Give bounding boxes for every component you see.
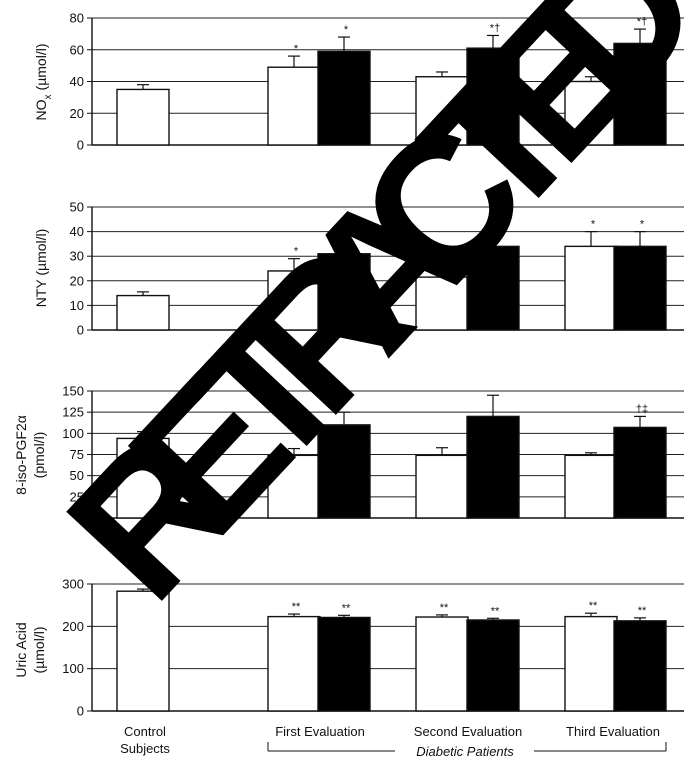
significance-mark: ** xyxy=(589,600,598,612)
diabetic-patients-label: Diabetic Patients xyxy=(416,744,514,759)
bar-black xyxy=(466,619,520,712)
y-tick-label: 100 xyxy=(62,661,84,676)
significance-mark: ** xyxy=(292,601,301,613)
y-tick-label: 20 xyxy=(70,106,84,121)
significance-mark: ** xyxy=(638,605,647,617)
bar-white xyxy=(116,88,170,146)
significance-mark: * xyxy=(344,24,349,36)
control-label-line1: Control xyxy=(124,724,166,739)
bar-black xyxy=(317,253,371,331)
nox-ylabel-sub: x xyxy=(43,94,54,99)
third-evaluation-label: Third Evaluation xyxy=(566,724,660,739)
bar-black xyxy=(317,616,371,712)
bar-black xyxy=(613,426,667,519)
bar-black xyxy=(317,50,371,146)
bar-white xyxy=(267,66,321,146)
y-tick-label: 125 xyxy=(62,405,84,420)
significance-mark: * xyxy=(294,43,299,55)
significance-mark: ** xyxy=(342,602,351,614)
bar-white xyxy=(267,615,321,712)
bar-white xyxy=(564,454,618,519)
y-tick-label: 80 xyxy=(70,11,84,26)
y-tick-label: 50 xyxy=(70,468,84,483)
bar-white xyxy=(564,245,618,331)
significance-mark: * xyxy=(344,224,349,236)
y-tick-label: 60 xyxy=(70,42,84,57)
bar-white xyxy=(116,437,170,519)
nox-ylabel: NOx (µmol/l) xyxy=(33,44,54,121)
control-label-line2: Subjects xyxy=(120,741,170,756)
panel-nty: NTY (µmol/l) 0 10 20 30 40 50 * * * * * * xyxy=(33,200,684,338)
bar-white xyxy=(116,294,170,331)
significance-mark: *† xyxy=(637,16,647,28)
y-tick-label: 300 xyxy=(62,577,84,592)
significance-mark: ** xyxy=(491,605,500,617)
y-tick-label: 200 xyxy=(62,619,84,634)
y-tick-label: 40 xyxy=(70,224,84,239)
bar-black xyxy=(613,42,667,146)
bar-black xyxy=(466,415,520,519)
nox-ylabel-unit: (µmol/l) xyxy=(33,44,49,91)
significance-mark: * xyxy=(493,216,498,228)
bar-black xyxy=(466,47,520,146)
isoprostane-ylabel-line1: 8-iso-PGF2α xyxy=(13,415,29,495)
y-tick-label: 75 xyxy=(70,447,84,462)
bar-black xyxy=(613,245,667,331)
panel-isoprostane: 8-iso-PGF2α (pmol/l) 0 25 50 75 100 125 150 †‡ xyxy=(13,384,684,526)
uric-acid-ylabel-line2: (µmol/l) xyxy=(31,627,47,674)
significance-mark: * xyxy=(294,246,299,258)
y-tick-label: 0 xyxy=(77,323,84,338)
significance-mark: * xyxy=(442,256,447,268)
y-tick-label: 0 xyxy=(77,511,84,526)
bar-white xyxy=(564,615,618,712)
uric-acid-ylabel-line1: Uric Acid xyxy=(13,622,29,677)
first-evaluation-label: First Evaluation xyxy=(275,724,365,739)
nty-ylabel: NTY (µmol/l) xyxy=(33,229,49,308)
panel-uric-acid: Uric Acid (µmol/l) 0 100 200 300 ** ** ** ** ** *… xyxy=(13,577,684,719)
bar-black xyxy=(466,245,520,331)
y-tick-label: 30 xyxy=(70,249,84,264)
y-tick-label: 100 xyxy=(62,426,84,441)
panel-nox: NOx (µmol/l) 0 20 40 60 80 * * *† *† xyxy=(33,11,684,153)
bar-white xyxy=(415,454,469,519)
significance-mark: *† xyxy=(490,22,500,34)
y-tick-label: 25 xyxy=(70,489,84,504)
y-tick-label: 20 xyxy=(70,273,84,288)
significance-mark: * xyxy=(591,219,596,231)
significance-mark: ** xyxy=(440,602,449,614)
isoprostane-ylabel-line2: (pmol/l) xyxy=(31,432,47,479)
y-tick-label: 10 xyxy=(70,298,84,313)
bar-white xyxy=(415,616,469,712)
y-tick-label: 150 xyxy=(62,384,84,399)
y-tick-label: 50 xyxy=(70,200,84,215)
bar-white xyxy=(415,276,469,331)
bar-black xyxy=(317,424,371,519)
y-tick-label: 0 xyxy=(77,704,84,719)
significance-mark: †‡ xyxy=(636,403,648,415)
significance-mark: * xyxy=(640,219,645,231)
bar-white xyxy=(116,590,170,712)
y-tick-label: 40 xyxy=(70,74,84,89)
second-evaluation-label: Second Evaluation xyxy=(414,724,522,739)
x-axis-labels: Control Subjects First Evaluation Second… xyxy=(120,724,667,759)
bar-white xyxy=(564,80,618,146)
bar-black xyxy=(613,620,667,712)
nox-ylabel-main: NO xyxy=(33,99,49,120)
y-tick-label: 0 xyxy=(77,138,84,153)
bar-white xyxy=(267,270,321,331)
